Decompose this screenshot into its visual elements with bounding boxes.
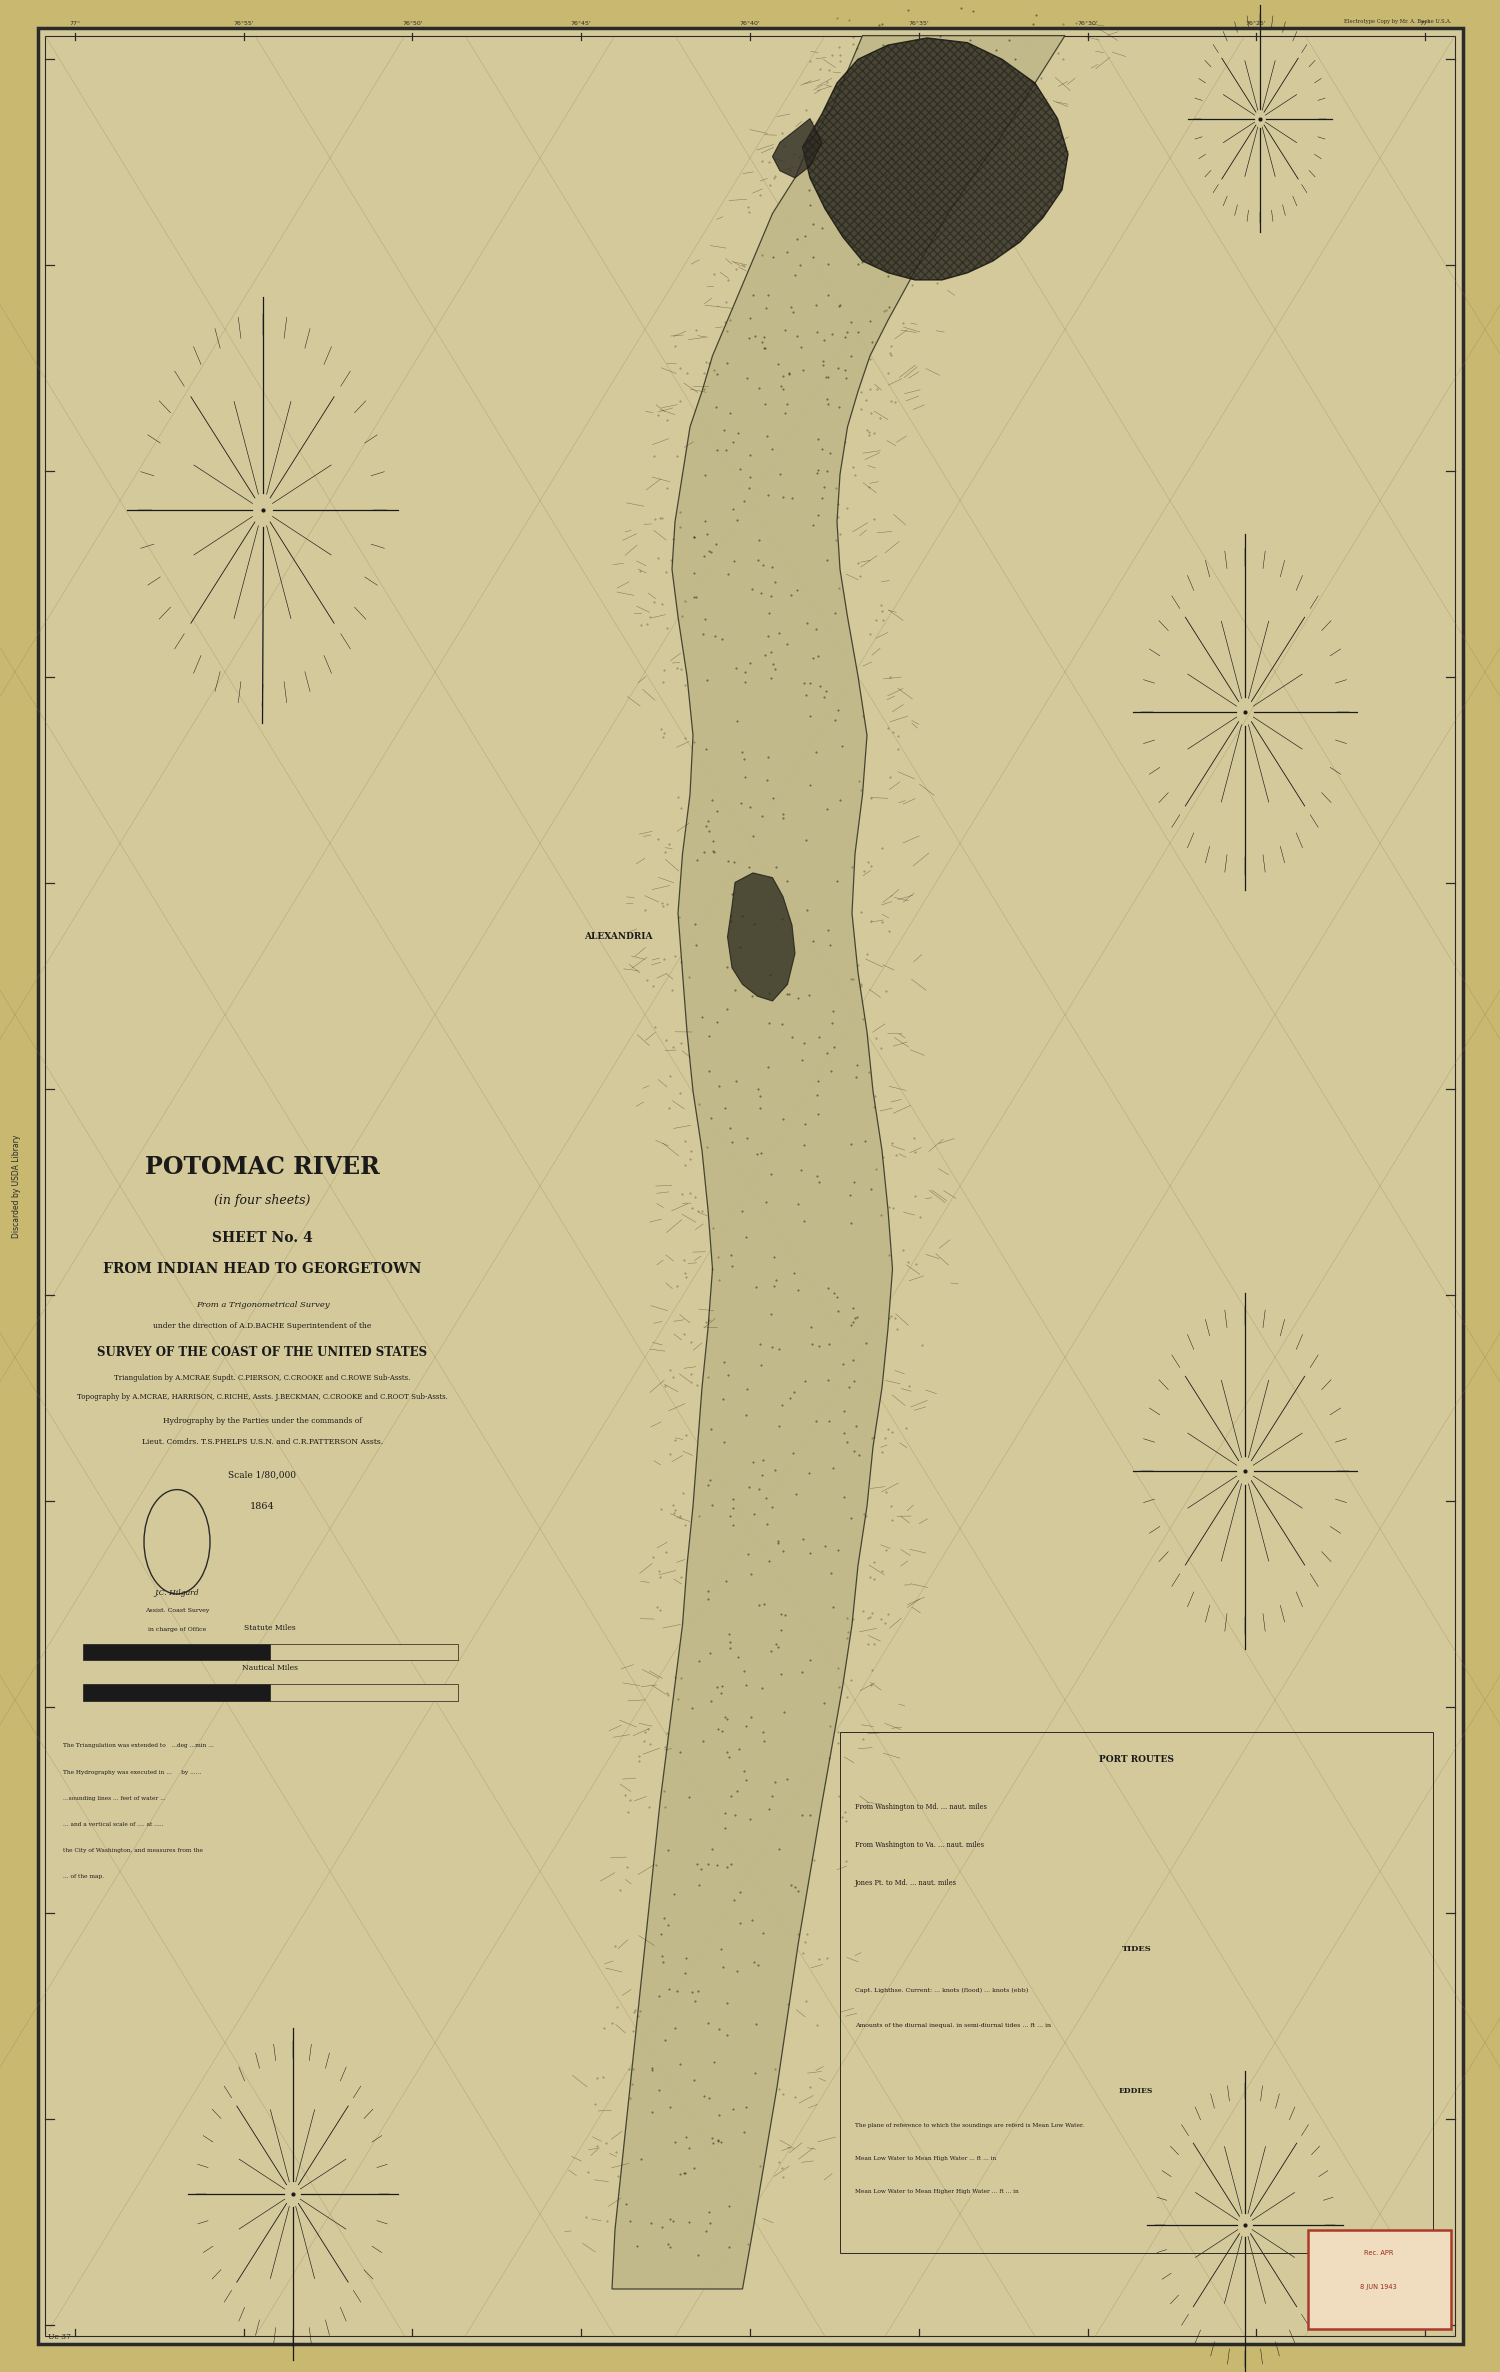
Text: Statute Miles: Statute Miles [244, 1625, 296, 1632]
Text: Topography by A.MCRAE, HARRISON, C.RICHE, Assts. J.BECKMAN, C.CROOKE and C.ROOT : Topography by A.MCRAE, HARRISON, C.RICHE… [76, 1392, 448, 1402]
Text: ... of the map.: ... of the map. [63, 1874, 104, 1879]
Text: TIDES: TIDES [1122, 1945, 1150, 1952]
Text: 77°: 77° [69, 21, 81, 26]
Text: J.C. Hilgard: J.C. Hilgard [154, 1589, 200, 1596]
Text: Scale 1/80,000: Scale 1/80,000 [228, 1471, 297, 1480]
Text: Rec. APR: Rec. APR [1364, 2251, 1394, 2256]
Text: From Washington to Md. ... naut. miles: From Washington to Md. ... naut. miles [855, 1803, 987, 1810]
Text: 76°50': 76°50' [402, 21, 423, 26]
Text: Jones Pt. to Md. ... naut. miles: Jones Pt. to Md. ... naut. miles [855, 1879, 957, 1886]
Text: EDDIES: EDDIES [1119, 2087, 1154, 2094]
Text: Electrotype Copy by Mr. A. Bache U.S.A.: Electrotype Copy by Mr. A. Bache U.S.A. [1344, 19, 1452, 24]
Text: SHEET No. 4: SHEET No. 4 [211, 1231, 314, 1245]
Text: Mean Low Water to Mean Higher High Water ... ft ... in: Mean Low Water to Mean Higher High Water… [855, 2189, 1018, 2194]
Text: 77°: 77° [1419, 21, 1431, 26]
Text: 76°30': 76°30' [1077, 21, 1098, 26]
Text: FROM INDIAN HEAD TO GEORGETOWN: FROM INDIAN HEAD TO GEORGETOWN [104, 1262, 422, 1276]
Text: POTOMAC RIVER: POTOMAC RIVER [146, 1155, 380, 1179]
Text: 76°40': 76°40' [740, 21, 760, 26]
Text: in charge of Office: in charge of Office [148, 1627, 206, 1632]
Text: Amounts of the diurnal inequal. in semi-diurnal tides ... ft ... in: Amounts of the diurnal inequal. in semi-… [855, 2023, 1052, 2028]
Text: Hydrography by the Parties under the commands of: Hydrography by the Parties under the com… [164, 1416, 362, 1426]
Text: under the direction of A.D.BACHE Superintendent of the: under the direction of A.D.BACHE Superin… [153, 1321, 372, 1331]
Text: PORT ROUTES: PORT ROUTES [1100, 1755, 1173, 1765]
Text: Capt. Lighthse. Current: ... knots (flood) ... knots (ebb): Capt. Lighthse. Current: ... knots (floo… [855, 1988, 1029, 1992]
Text: The Hydrography was executed in ...     by ......: The Hydrography was executed in ... by .… [63, 1770, 201, 1774]
Text: 76°35': 76°35' [909, 21, 928, 26]
Text: ... and a vertical scale of .... at .....: ... and a vertical scale of .... at ....… [63, 1822, 164, 1826]
Text: The plane of reference to which the soundings are referd is Mean Low Water.: The plane of reference to which the soun… [855, 2123, 1084, 2128]
Text: ALEXANDRIA: ALEXANDRIA [584, 932, 652, 942]
Text: (in four sheets): (in four sheets) [214, 1193, 310, 1207]
Text: Lieut. Comdrs. T.S.PHELPS U.S.N. and C.R.PATTERSON Assts.: Lieut. Comdrs. T.S.PHELPS U.S.N. and C.R… [142, 1437, 382, 1447]
Bar [82, 1684, 270, 1701]
Text: 76°55': 76°55' [234, 21, 254, 26]
Text: Uc 37: Uc 37 [48, 2334, 70, 2341]
Text: the City of Washington, and measures from the: the City of Washington, and measures fro… [63, 1848, 202, 1853]
Polygon shape [802, 38, 1068, 280]
Bar [1308, 2230, 1450, 2329]
Polygon shape [612, 36, 1065, 2289]
Text: Triangulation by A.MCRAE Supdt. C.PIERSON, C.CROOKE and C.ROWE Sub-Assts.: Triangulation by A.MCRAE Supdt. C.PIERSO… [114, 1373, 411, 1383]
Text: ...sounding lines ... feet of water ...: ...sounding lines ... feet of water ... [63, 1796, 165, 1800]
Text: Nautical Miles: Nautical Miles [242, 1665, 298, 1672]
Text: 76°45': 76°45' [572, 21, 591, 26]
Bar [840, 1732, 1432, 2253]
Text: 8 JUN 1943: 8 JUN 1943 [1360, 2284, 1396, 2289]
Text: Mean Low Water to Mean High Water ... ft ... in: Mean Low Water to Mean High Water ... ft… [855, 2156, 996, 2161]
Text: SURVEY OF THE COAST OF THE UNITED STATES: SURVEY OF THE COAST OF THE UNITED STATES [98, 1345, 427, 1359]
Bar [270, 1684, 458, 1701]
Text: From Washington to Va. ... naut. miles: From Washington to Va. ... naut. miles [855, 1841, 984, 1848]
Polygon shape [772, 119, 822, 178]
Bar [270, 1644, 458, 1660]
Bar [82, 1644, 270, 1660]
Text: Assist. Coast Survey: Assist. Coast Survey [146, 1608, 208, 1613]
Text: From a Trigonometrical Survey: From a Trigonometrical Survey [195, 1300, 330, 1309]
Text: The Triangulation was extended to   ...deg ...min ...: The Triangulation was extended to ...deg… [63, 1743, 214, 1748]
Text: Discarded by USDA Library: Discarded by USDA Library [12, 1134, 21, 1238]
Text: 76°25': 76°25' [1246, 21, 1266, 26]
Text: 1864: 1864 [251, 1501, 274, 1511]
Polygon shape [728, 873, 795, 1001]
